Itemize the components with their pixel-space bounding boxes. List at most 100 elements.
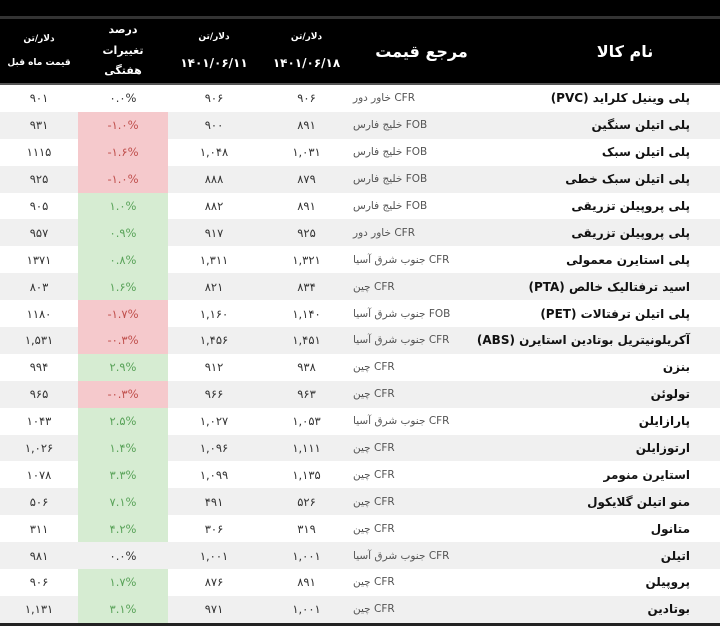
price-reference-cell: CFR چین bbox=[353, 603, 395, 616]
header-prev-week: دلار/تن ۱۴۰۱/۰۶/۱۱ bbox=[168, 19, 260, 83]
price-reference-cell: FOB خلیج فارس bbox=[353, 146, 428, 159]
weekly-change-cell: -۱.۰% bbox=[78, 111, 168, 139]
table-row: ۱,۵۳۱ -۰.۳% ۱,۴۵۶ ۱,۴۵۱ CFR جنوب شرق آسیا آکر… bbox=[0, 327, 720, 354]
table-row: ۱۱۱۵ -۱.۶% ۱,۰۴۸ ۱,۰۳۱ FOB خلیج فارس پلی اتیل… bbox=[0, 138, 720, 166]
current-price-cell: ۱,۱۴۰ bbox=[292, 306, 321, 321]
header-current: دلار/تن ۱۴۰۱/۰۶/۱۸ bbox=[260, 19, 353, 83]
weekly-change-cell: -۰.۳% bbox=[78, 380, 168, 408]
weekly-change-cell: -۱.۰% bbox=[78, 165, 168, 193]
prev-week-price-cell: ۸۸۲ bbox=[204, 199, 224, 213]
product-name-cell: پلی اتیلن سبک bbox=[601, 145, 690, 160]
price-reference-cell: CFR جنوب شرق آسیا bbox=[353, 549, 450, 562]
current-price-cell: ۱,۳۲۱ bbox=[292, 252, 321, 267]
current-price-cell: ۹۶۳ bbox=[297, 387, 316, 402]
current-price-cell: ۸۹۱ bbox=[297, 575, 316, 590]
prev-week-price-cell: ۴۹۱ bbox=[204, 494, 224, 509]
weekly-change-cell: ۱.۶% bbox=[78, 273, 168, 301]
weekly-change-cell: -۰.۳% bbox=[78, 327, 168, 354]
product-name-cell: متانول bbox=[650, 521, 690, 536]
current-price-cell: ۹۲۵ bbox=[297, 225, 316, 240]
weekly-change-cell: ۱.۷% bbox=[78, 569, 168, 596]
price-reference-cell: CFR چین bbox=[353, 280, 395, 293]
current-price-cell: ۵۲۶ bbox=[297, 494, 316, 509]
product-name-label: نام کالا bbox=[596, 41, 654, 61]
product-name-cell: پارازایلن bbox=[638, 414, 690, 429]
unit-label: دلار/تن bbox=[23, 34, 55, 44]
current-price-cell: ۸۷۹ bbox=[297, 172, 316, 187]
product-name-cell: تولوئن bbox=[650, 387, 690, 402]
weekly-change-cell: ۰.۰% bbox=[109, 548, 137, 563]
prev-month-cell: ۵۰۶ bbox=[29, 494, 49, 509]
product-name-cell: پروپیلن bbox=[645, 575, 690, 590]
table-row: ۱,۰۲۶ ۱.۴% ۱,۰۹۶ ۱,۱۱۱ CFR چین ارتوزایلن bbox=[0, 434, 720, 462]
price-reference-cell: CFR چین bbox=[353, 576, 395, 589]
weekly-change-cell: ۳.۳% bbox=[78, 461, 168, 489]
price-reference-cell: CFR چین bbox=[353, 495, 395, 508]
weekly-change-label: درصد تغییرات هفتگی bbox=[102, 22, 144, 78]
product-name-cell: پلی پروپیلن تزریقی bbox=[571, 225, 690, 240]
current-price-cell: ۱,۰۰۱ bbox=[292, 602, 321, 617]
current-price-cell: ۱,۱۳۵ bbox=[292, 467, 321, 482]
table-body: ۹۰۱ ۰.۰% ۹۰۶ ۹۰۶ CFR خاور دور پلی وینیل کلرای… bbox=[0, 85, 720, 623]
prev-month-cell: ۱۱۸۰ bbox=[26, 306, 52, 321]
prev-month-cell: ۹۵۷ bbox=[29, 225, 49, 240]
prev-month-cell: ۹۰۵ bbox=[29, 199, 49, 213]
current-date: ۱۴۰۱/۰۶/۱۸ bbox=[272, 56, 341, 70]
current-price-cell: ۱,۱۱۱ bbox=[292, 441, 321, 456]
current-price-cell: ۹۰۶ bbox=[297, 91, 316, 106]
current-price-cell: ۳۱۹ bbox=[297, 521, 316, 536]
prev-week-price-cell: ۱,۰۹۹ bbox=[199, 467, 229, 482]
prev-month-cell: ۱,۱۳۱ bbox=[24, 602, 54, 617]
table-row: ۳۱۱ ۴.۲% ۳۰۶ ۳۱۹ CFR چین متانول bbox=[0, 515, 720, 543]
prev-week-date: ۱۴۰۱/۰۶/۱۱ bbox=[180, 56, 248, 70]
table-row: ۹۰۶ ۱.۷% ۸۷۶ ۸۹۱ CFR چین پروپیلن bbox=[0, 569, 720, 596]
price-reference-cell: FOB جنوب شرق آسیا bbox=[353, 307, 451, 320]
unit-label: دلار/تن bbox=[290, 32, 323, 42]
prev-week-price-cell: ۱,۰۰۱ bbox=[199, 548, 229, 563]
weekly-change-cell: ۳.۱% bbox=[78, 595, 168, 623]
top-bar bbox=[0, 0, 720, 19]
price-reference-cell: CFR خاور دور bbox=[353, 92, 415, 105]
current-price-cell: ۸۳۴ bbox=[297, 279, 316, 294]
prev-month-cell: ۹۲۵ bbox=[29, 172, 49, 187]
price-reference-cell: FOB خلیج فارس bbox=[353, 200, 428, 212]
prev-month-cell: ۱۳۷۱ bbox=[26, 252, 52, 267]
weekly-change-cell: ۰.۹% bbox=[78, 219, 168, 247]
prev-week-price-cell: ۹۱۷ bbox=[204, 225, 224, 240]
current-price-cell: ۸۹۱ bbox=[297, 199, 316, 213]
prev-month-cell: ۳۱۱ bbox=[29, 521, 49, 536]
prev-month-cell: ۱,۵۳۱ bbox=[24, 333, 54, 348]
current-price-cell: ۱,۰۳۱ bbox=[292, 145, 321, 160]
table-row: ۹۰۱ ۰.۰% ۹۰۶ ۹۰۶ CFR خاور دور پلی وینیل کلرای… bbox=[0, 85, 720, 112]
product-name-cell: آکریلونیتریل بوتادین استایرن (ABS) bbox=[476, 333, 690, 348]
weekly-change-cell: ۴.۲% bbox=[78, 515, 168, 543]
prev-week-price-cell: ۸۲۱ bbox=[204, 279, 224, 294]
prev-week-price-cell: ۹۰۶ bbox=[204, 91, 224, 106]
current-price-cell: ۱,۴۵۱ bbox=[292, 333, 321, 348]
prev-week-price-cell: ۸۷۶ bbox=[204, 575, 224, 590]
prev-week-price-cell: ۹۶۶ bbox=[204, 387, 224, 402]
prev-month-cell: ۸۰۳ bbox=[29, 279, 49, 294]
table-row: ۱۰۴۳ ۲.۵% ۱,۰۲۷ ۱,۰۵۳ CFR جنوب شرق آسیا پاراز… bbox=[0, 407, 720, 435]
header-product-name: نام کالا bbox=[490, 19, 720, 83]
prev-week-price-cell: ۱,۰۲۷ bbox=[199, 414, 229, 429]
product-name-cell: ارتوزایلن bbox=[635, 441, 690, 456]
prev-week-price-cell: ۱,۱۶۰ bbox=[199, 306, 229, 321]
weekly-change-cell: ۰.۰% bbox=[109, 91, 137, 106]
prev-month-cell: ۹۶۵ bbox=[29, 387, 49, 402]
table-row: ۱۳۷۱ ۰.۸% ۱,۳۱۱ ۱,۳۲۱ CFR جنوب شرق آسیا پلی ا… bbox=[0, 246, 720, 274]
price-reference-cell: CFR خاور دور bbox=[353, 226, 415, 239]
weekly-change-cell: -۱.۶% bbox=[78, 138, 168, 166]
current-price-cell: ۸۹۱ bbox=[297, 118, 316, 133]
price-reference-cell: CFR چین bbox=[353, 522, 395, 535]
weekly-change-cell: ۲.۹% bbox=[78, 353, 168, 381]
product-name-cell: بنزن bbox=[662, 360, 690, 375]
table-row: ۹۹۴ ۲.۹% ۹۱۲ ۹۳۸ CFR چین بنزن bbox=[0, 353, 720, 381]
current-price-cell: ۹۳۸ bbox=[297, 360, 316, 375]
prev-week-price-cell: ۱,۴۵۶ bbox=[199, 333, 229, 348]
prev-month-cell: ۱۱۱۵ bbox=[26, 145, 52, 160]
table-row: ۱۰۷۸ ۳.۳% ۱,۰۹۹ ۱,۱۳۵ CFR چین استایرن منومر bbox=[0, 461, 720, 489]
product-name-cell: پلی وینیل کلراید (PVC) bbox=[550, 91, 690, 106]
table-header: دلار/تن قیمت ماه قبل درصد تغییرات هفتگی … bbox=[0, 19, 720, 86]
prev-week-price-cell: ۱,۰۹۶ bbox=[199, 441, 229, 456]
